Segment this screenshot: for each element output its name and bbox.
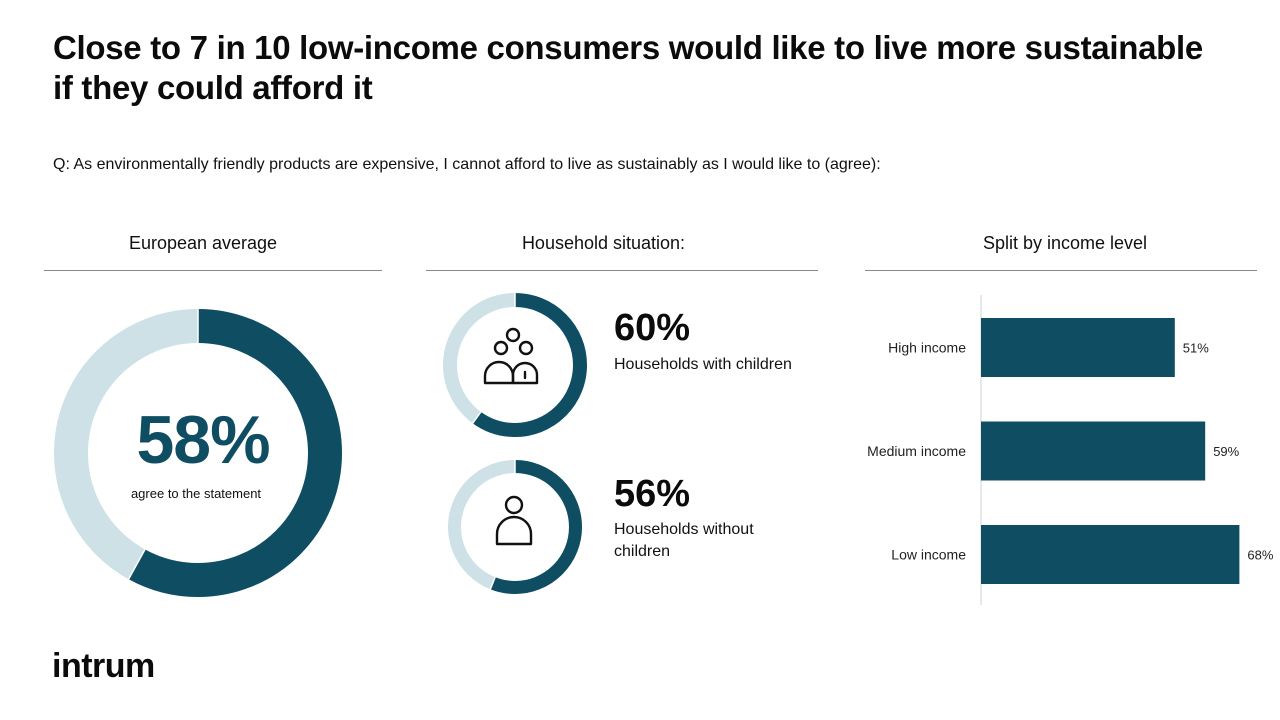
household-divider <box>426 270 818 271</box>
income-bar-low-income <box>981 525 1240 584</box>
survey-question: Q: As environmentally friendly products … <box>53 156 881 173</box>
income-value-label: 68% <box>1247 548 1273 563</box>
income-bar-high-income <box>981 318 1175 377</box>
european-average-donut <box>54 308 342 597</box>
page-title: Close to 7 in 10 low-income consumers wo… <box>53 29 1203 106</box>
income-category-label: High income <box>888 340 966 356</box>
income-split-heading: Split by income level <box>982 233 1148 253</box>
income-category-label: Medium income <box>867 443 966 459</box>
households-with-children-slice-separator-1 <box>471 410 483 425</box>
household-heading: Household situation: <box>521 233 686 253</box>
households-with-children-percent: 60% <box>614 307 691 349</box>
european-average-heading: European average <box>128 233 278 253</box>
income-bar-medium-income <box>981 421 1206 481</box>
households-without-children-donut <box>448 459 582 594</box>
european-divider <box>44 270 382 271</box>
households-with-children-donut <box>443 292 587 437</box>
european-average-percent: 58% <box>136 402 270 478</box>
european-average-slice-separator-1 <box>127 548 147 581</box>
income-value-label: 51% <box>1183 341 1209 356</box>
households-without-children-percent: 56% <box>614 473 691 515</box>
households-without-children-label: Households without children <box>614 521 754 560</box>
households-without-children-slice-separator-1 <box>489 576 497 591</box>
income-bar-chart: High income 51% Medium income 59% Low income… <box>867 295 1274 605</box>
income-category-label: Low income <box>891 547 966 563</box>
person-icon <box>495 495 533 546</box>
income-divider <box>865 270 1257 271</box>
intrum-logo: intrum <box>52 647 155 685</box>
households-with-children-label: Households with children <box>614 356 792 373</box>
family-icon <box>483 327 539 385</box>
european-average-caption: agree to the statement <box>130 486 262 501</box>
income-value-label: 59% <box>1213 444 1239 459</box>
